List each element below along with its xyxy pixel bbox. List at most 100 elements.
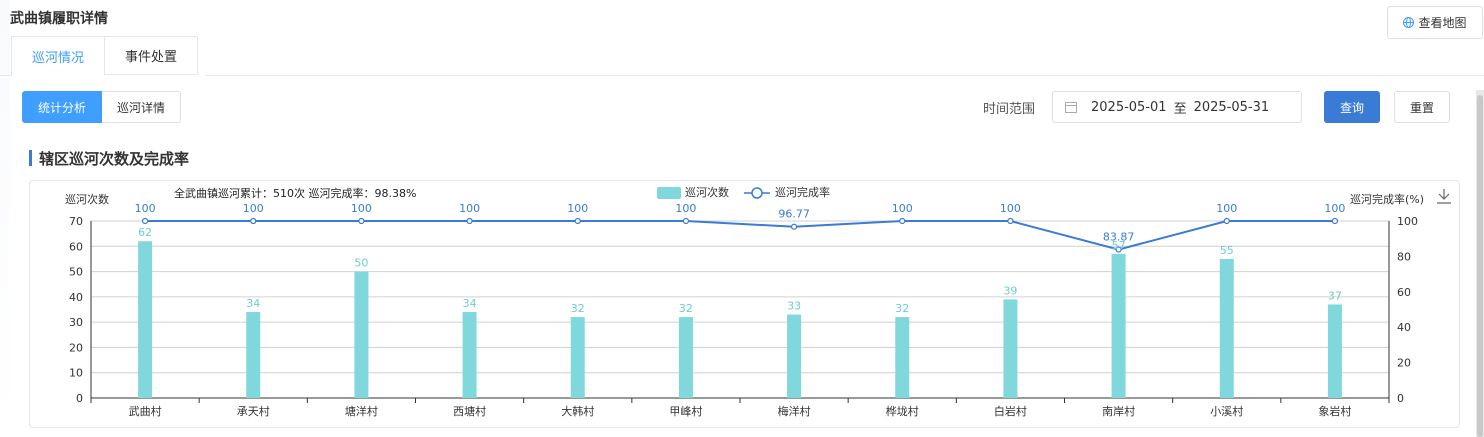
patrol-chart: 0 10 20 30 40 50 60 70 0 20 40 60 80 100 62 武曲村 34 承天村 50… — [65, 185, 1451, 418]
line-point — [466, 217, 473, 225]
tab-divider-left — [0, 75, 11, 76]
legend-line-marker[interactable] — [751, 187, 763, 199]
patrol-details-button[interactable]: 巡河详情 — [102, 91, 182, 123]
section-title: 辖区巡河次数及完成率 — [39, 150, 190, 168]
category-label: 武曲村 — [129, 404, 162, 418]
bar — [138, 241, 153, 398]
bar-value-label: 34 — [463, 297, 477, 310]
bar — [1003, 299, 1018, 398]
view-toggle: 统计分析 巡河详情 — [22, 91, 182, 123]
reset-button[interactable]: 重置 — [1394, 91, 1450, 123]
bar-value-label: 32 — [571, 302, 585, 315]
download-icon[interactable] — [1437, 189, 1451, 204]
bar — [895, 317, 910, 398]
bar — [678, 317, 693, 398]
category-label: 承天村 — [237, 404, 270, 418]
left-tick-label: 70 — [69, 215, 83, 228]
right-axis-label: 巡河完成率(%) — [1350, 192, 1424, 206]
line-value-label: 100 — [1324, 202, 1345, 215]
bar — [570, 317, 585, 398]
tab-divider — [206, 75, 1484, 76]
bar-value-label: 34 — [246, 297, 260, 310]
legend-line-label[interactable]: 巡河完成率 — [775, 185, 830, 199]
category-label: 小溪村 — [1210, 404, 1243, 418]
line-value-label: 83.87 — [1103, 231, 1135, 244]
left-tick-label: 50 — [69, 266, 83, 279]
time-range-label: 时间范围 — [983, 102, 1036, 117]
category-label: 甲峰村 — [669, 404, 702, 418]
bar-value-label: 62 — [138, 226, 152, 239]
line-point — [1115, 246, 1122, 253]
end-date[interactable]: 2025-05-31 — [1193, 99, 1270, 115]
page-title: 武曲镇履职详情 — [10, 11, 108, 27]
category-label: 白岩村 — [994, 404, 1027, 418]
bar-value-label: 39 — [1003, 284, 1017, 297]
section-accent — [29, 150, 32, 166]
line-point — [574, 217, 581, 225]
line-value-label: 100 — [892, 202, 913, 215]
tab-events[interactable]: 事件处置 — [105, 36, 199, 75]
chart-summary: 全武曲镇巡河累计：510次 巡河完成率：98.38% — [174, 186, 416, 200]
bar-value-label: 55 — [1220, 244, 1234, 257]
line-point — [682, 217, 690, 225]
scrollbar-thumb[interactable] — [1477, 95, 1483, 437]
right-tick-label: 80 — [1397, 250, 1411, 263]
line-value-label: 100 — [567, 202, 588, 215]
right-tick-label: 60 — [1397, 286, 1411, 299]
bar — [462, 312, 477, 398]
category-label: 大韩村 — [561, 404, 594, 418]
start-date[interactable]: 2025-05-01 — [1091, 99, 1167, 115]
line-point — [250, 217, 257, 225]
category-label: 西塘村 — [453, 404, 486, 418]
right-tick-label: 20 — [1397, 357, 1411, 370]
globe-icon — [1403, 17, 1415, 28]
line-point — [1007, 217, 1014, 225]
category-label: 南岸村 — [1102, 404, 1135, 418]
view-map-label: 查看地图 — [1418, 16, 1467, 30]
left-tick-label: 40 — [69, 291, 83, 304]
bar — [1219, 258, 1234, 398]
bar-value-label: 37 — [1328, 289, 1342, 302]
left-tick-label: 0 — [76, 392, 83, 405]
line-point — [790, 223, 798, 230]
line-point — [1331, 217, 1339, 225]
date-separator: 至 — [1173, 101, 1187, 117]
chart-card: 0 10 20 30 40 50 60 70 0 20 40 60 80 100 62 武曲村 34 承天村 50… — [29, 180, 1460, 428]
query-button[interactable]: 查询 — [1324, 91, 1380, 123]
completion-rate-line — [145, 220, 1335, 251]
left-tick-label: 20 — [69, 341, 83, 354]
right-tick-label: 100 — [1397, 215, 1418, 228]
right-tick-label: 0 — [1397, 392, 1404, 405]
line-point — [899, 217, 906, 225]
bar-value-label: 32 — [895, 302, 909, 315]
line-value-label: 100 — [459, 202, 480, 215]
date-range-picker[interactable]: 2025-05-01 至 2025-05-31 — [1052, 91, 1302, 123]
bar — [1327, 304, 1342, 398]
tab-patrol[interactable]: 巡河情况 — [11, 36, 106, 76]
bar — [246, 312, 261, 398]
line-value-label: 100 — [351, 202, 372, 215]
bar-value-label: 32 — [679, 302, 693, 315]
calendar-icon — [1065, 101, 1077, 113]
left-axis-label: 巡河次数 — [65, 192, 109, 206]
tab-bar: 巡河情况 事件处置 — [11, 36, 199, 76]
category-label: 象岩村 — [1318, 404, 1351, 418]
category-label: 梅洋村 — [778, 404, 811, 418]
left-tick-label: 30 — [69, 316, 83, 329]
bar — [354, 271, 369, 398]
line-value-label: 100 — [1000, 202, 1021, 215]
bar-value-label: 57 — [1112, 239, 1126, 252]
right-tick-label: 40 — [1397, 321, 1411, 334]
category-label: 塘洋村 — [345, 404, 378, 418]
line-value-label: 100 — [675, 202, 696, 215]
stats-analysis-button[interactable]: 统计分析 — [22, 91, 103, 123]
view-map-button[interactable]: 查看地图 — [1387, 6, 1483, 39]
legend-bar-label[interactable]: 巡河次数 — [685, 185, 729, 199]
bar — [787, 314, 802, 398]
left-edge — [0, 0, 10, 437]
bar-value-label: 50 — [354, 257, 368, 270]
line-value-label: 100 — [243, 202, 264, 215]
bar-value-label: 33 — [787, 300, 801, 313]
legend-bar-swatch[interactable] — [657, 187, 681, 199]
left-tick-label: 10 — [69, 367, 83, 380]
